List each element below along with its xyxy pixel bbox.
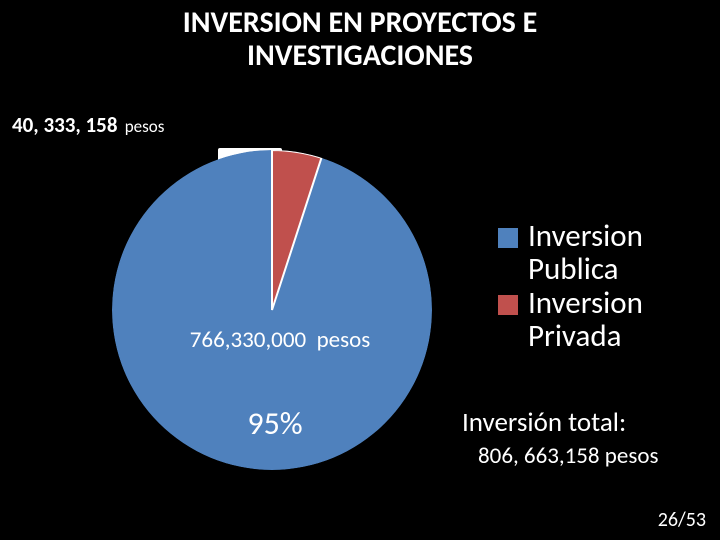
- legend: InversionPublicaInversionPrivada: [498, 220, 643, 354]
- legend-item: InversionPublica: [498, 220, 643, 285]
- title-line1: INVERSION EN PROYECTOS E: [183, 4, 538, 41]
- publica-percent-text: 95%: [247, 404, 302, 443]
- total-label: Inversión total:: [462, 406, 626, 439]
- page-title: INVERSION EN PROYECTOS E INVESTIGACIONES: [0, 6, 720, 72]
- publica-value-callout: 766,330,000 pesos: [160, 326, 400, 354]
- legend-swatch: [498, 295, 518, 315]
- page-number: 26/53: [658, 508, 706, 532]
- title-line2: INVESTIGACIONES: [247, 37, 473, 74]
- legend-label: InversionPublica: [528, 220, 643, 285]
- publica-value: 766,330,000: [190, 326, 306, 354]
- total-value: 806, 663,158 pesos: [478, 442, 658, 470]
- publica-unit: pesos: [317, 326, 371, 354]
- privada-value-callout: 40, 333, 158 pesos: [12, 112, 164, 138]
- privada-value: 40, 333, 158: [12, 112, 117, 138]
- legend-label: InversionPrivada: [528, 287, 643, 352]
- legend-swatch: [498, 228, 518, 248]
- privada-unit: pesos: [125, 116, 165, 137]
- publica-percent: 95%: [225, 404, 325, 443]
- legend-item: InversionPrivada: [498, 287, 643, 352]
